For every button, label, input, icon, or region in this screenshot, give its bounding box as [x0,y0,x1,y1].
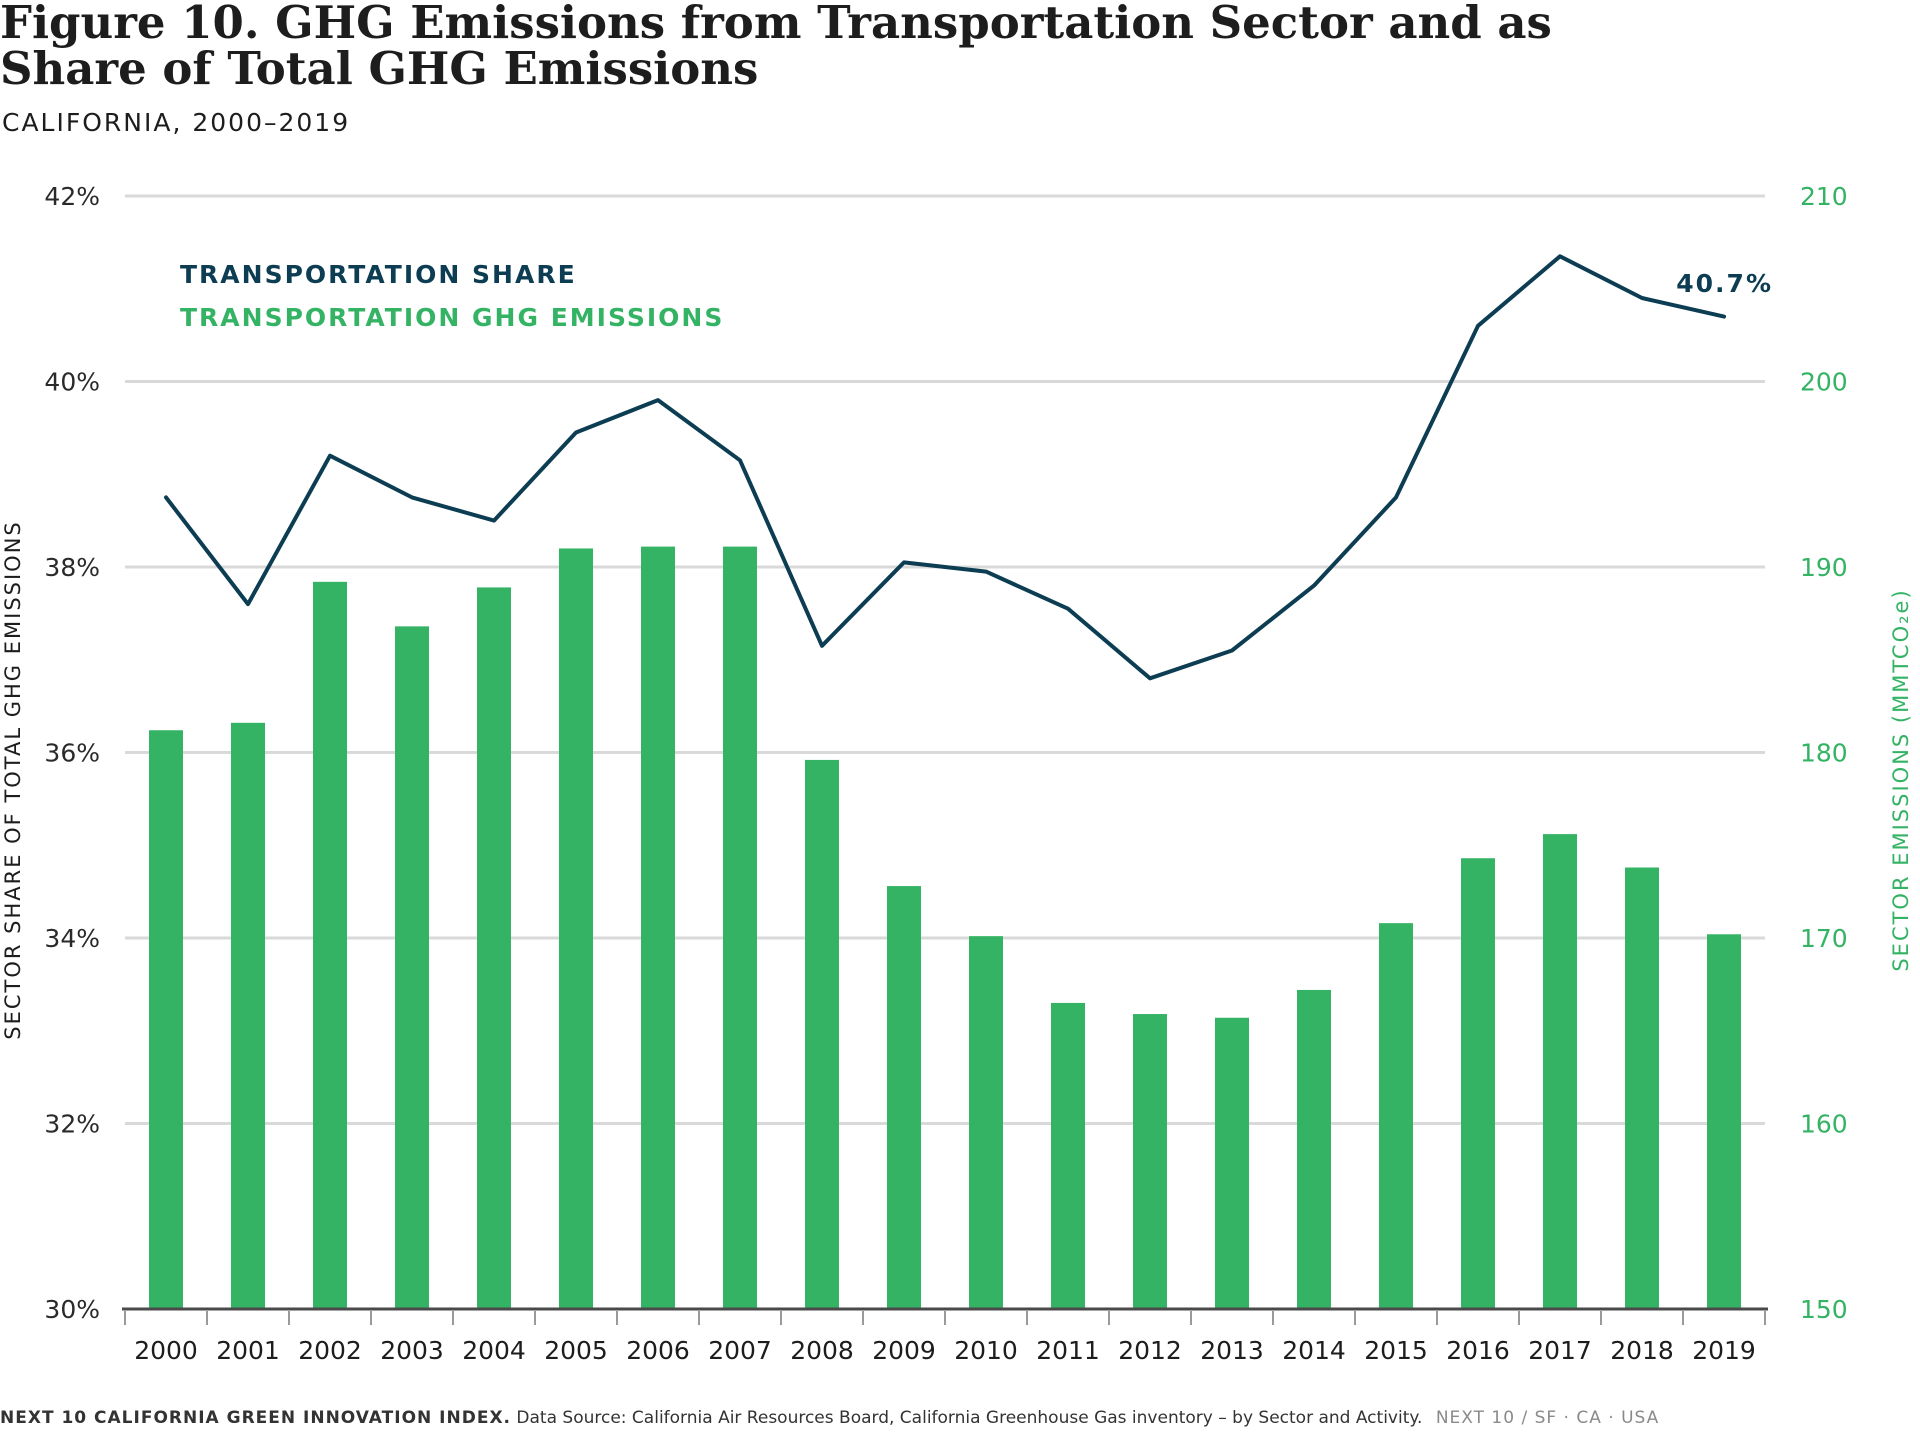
left-tick-label: 30% [44,1295,100,1324]
left-tick-label: 38% [44,553,100,582]
share-annotation: 40.7% [1676,269,1773,298]
x-tick-label: 2011 [1036,1336,1100,1365]
x-tick-label: 2009 [872,1336,936,1365]
emissions-bar [395,626,429,1309]
x-tick-label: 2018 [1610,1336,1674,1365]
dual-axis-chart: 30% 32% 34% 36% 38% 40% 42% 150 160 170 180 190 200… [1,182,1913,1365]
legend-share: TRANSPORTATION SHARE [180,260,577,289]
emissions-bar [1051,1002,1085,1309]
chart-title: Figure 10. GHG Emissions from Transporta… [0,0,1552,95]
footer-credit: NEXT 10 / SF · CA · USA [1435,1408,1660,1428]
emissions-bar [149,730,183,1309]
emissions-bar [559,548,593,1309]
footer-brand: NEXT 10 CALIFORNIA GREEN INNOVATION INDE… [0,1408,512,1428]
x-tick-label: 2002 [298,1336,362,1365]
left-tick-label: 34% [44,924,100,953]
x-tick-label: 2007 [708,1336,772,1365]
x-tick-label: 2017 [1528,1336,1592,1365]
left-axis-ticks: 30% 32% 34% 36% 38% 40% 42% [44,182,100,1324]
x-tick-label: 2006 [626,1336,690,1365]
right-tick-label: 210 [1800,182,1848,211]
emissions-bar [1379,923,1413,1309]
x-tick-label: 2005 [544,1336,608,1365]
left-tick-label: 32% [44,1110,100,1139]
left-tick-label: 40% [44,368,100,397]
left-tick-label: 42% [44,182,100,211]
footer: NEXT 10 CALIFORNIA GREEN INNOVATION INDE… [0,1408,1920,1428]
emissions-bar [969,936,1003,1309]
left-axis-title: SECTOR SHARE OF TOTAL GHG EMISSIONS [1,520,25,1040]
x-tick-label: 2001 [216,1336,280,1365]
right-tick-label: 190 [1800,553,1848,582]
emissions-bar [1297,989,1331,1309]
x-tick-label: 2008 [790,1336,854,1365]
emissions-bar [641,546,675,1309]
emissions-bar [1461,858,1495,1309]
right-tick-label: 150 [1800,1295,1848,1324]
gridlines [125,194,1765,1125]
right-tick-label: 170 [1800,924,1848,953]
emissions-bar [887,886,921,1309]
emissions-bar [313,581,347,1309]
x-tick-label: 2015 [1364,1336,1428,1365]
emissions-bars [149,546,1741,1309]
right-axis-title: SECTOR EMISSIONS (MMTCO₂e) [1889,588,1913,971]
emissions-bar [805,759,839,1309]
emissions-bar [1543,834,1577,1309]
left-tick-label: 36% [44,739,100,768]
right-axis-ticks: 150 160 170 180 190 200 210 [1800,182,1848,1324]
right-tick-label: 160 [1800,1110,1848,1139]
right-tick-label: 200 [1800,368,1848,397]
legend-emissions: TRANSPORTATION GHG EMISSIONS [180,303,724,332]
emissions-bar [231,722,265,1309]
x-tick-label: 2012 [1118,1336,1182,1365]
emissions-bar [1215,1017,1249,1309]
right-tick-label: 180 [1800,739,1848,768]
x-tick-label: 2003 [380,1336,444,1365]
x-tick-label: 2004 [462,1336,526,1365]
footer-source: Data Source: California Air Resources Bo… [516,1408,1423,1428]
x-tick-label: 2010 [954,1336,1018,1365]
x-tick-label: 2014 [1282,1336,1346,1365]
x-tick-label: 2019 [1692,1336,1756,1365]
x-tick-label: 2000 [134,1336,198,1365]
x-axis: 2000 2001 2002 2003 2004 2005 2006 2007 2008 2009… [122,1307,1768,1365]
emissions-bar [477,587,511,1309]
emissions-bar [723,546,757,1309]
chart-subtitle: CALIFORNIA, 2000–2019 [2,108,351,137]
emissions-bar [1133,1014,1167,1309]
emissions-bar [1707,934,1741,1309]
x-tick-label: 2013 [1200,1336,1264,1365]
x-tick-label: 2016 [1446,1336,1510,1365]
share-line [164,254,1726,681]
share-line-group [164,254,1726,681]
emissions-bar [1625,867,1659,1309]
